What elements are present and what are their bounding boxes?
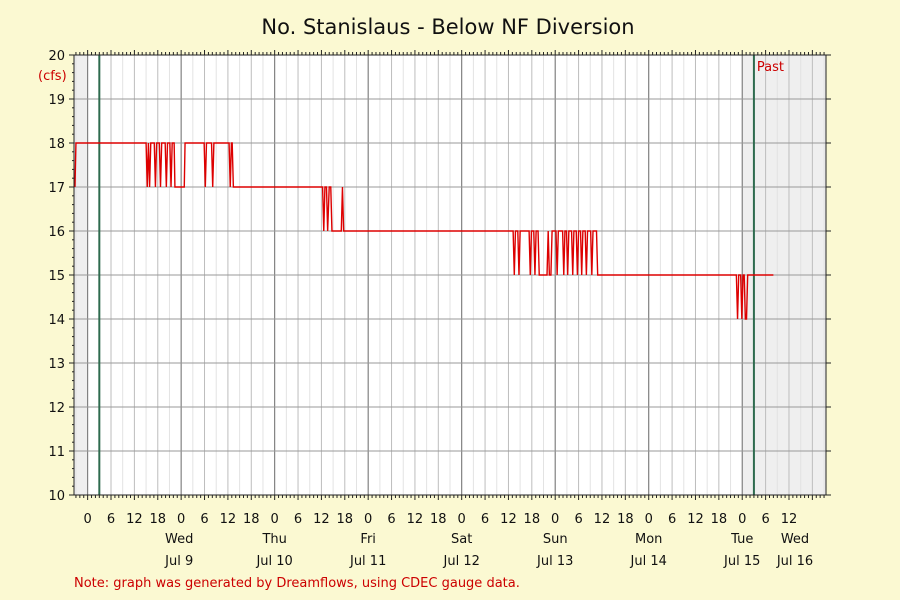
footer-note: Note: graph was generated by Dreamflows,… <box>74 576 520 591</box>
y-tick-label: 12 <box>48 401 65 416</box>
y-tick-label: 10 <box>48 489 65 504</box>
x-tick-label: 0 <box>645 512 653 527</box>
x-date-label: Jul 16 <box>776 554 813 569</box>
x-weekday-label: Tue <box>730 532 753 547</box>
y-tick-label: 11 <box>48 445 65 460</box>
y-tick-label: 15 <box>48 269 65 284</box>
x-tick-label: 12 <box>594 512 611 527</box>
x-tick-label: 0 <box>271 512 279 527</box>
x-tick-label: 0 <box>551 512 559 527</box>
x-tick-label: 12 <box>313 512 330 527</box>
y-tick-label: 13 <box>48 357 65 372</box>
x-weekday-label: Sat <box>451 532 472 547</box>
y-tick-label: 16 <box>48 225 65 240</box>
x-date-label: Jul 13 <box>536 554 573 569</box>
x-weekday-label: Fri <box>360 532 376 547</box>
x-tick-label: 18 <box>149 512 166 527</box>
y-tick-label: 19 <box>48 93 65 108</box>
x-tick-label: 18 <box>617 512 634 527</box>
series-layer <box>74 142 774 320</box>
x-tick-label: 6 <box>107 512 115 527</box>
x-date-label: Jul 10 <box>255 554 292 569</box>
past-label: Past <box>757 60 784 75</box>
x-tick-label: 12 <box>220 512 237 527</box>
x-tick-label: 6 <box>481 512 489 527</box>
x-tick-label: 18 <box>524 512 541 527</box>
x-weekday-label: Mon <box>635 532 662 547</box>
series-line <box>74 142 774 320</box>
x-tick-label: 12 <box>407 512 424 527</box>
y-tick-label: 20 <box>48 49 65 64</box>
x-tick-label: 6 <box>574 512 582 527</box>
x-tick-label: 12 <box>500 512 517 527</box>
x-tick-label: 12 <box>687 512 704 527</box>
x-tick-label: 0 <box>364 512 372 527</box>
y-axis-unit: (cfs) <box>38 69 67 84</box>
x-weekday-label: Wed <box>781 532 809 547</box>
x-tick-label: 12 <box>126 512 143 527</box>
x-tick-label: 0 <box>177 512 185 527</box>
y-tick-label: 18 <box>48 137 65 152</box>
y-tick-label: 17 <box>48 181 65 196</box>
x-tick-label: 6 <box>668 512 676 527</box>
x-tick-label: 6 <box>200 512 208 527</box>
x-date-label: Jul 11 <box>349 554 386 569</box>
x-date-label: Jul 14 <box>630 554 667 569</box>
x-tick-label: 12 <box>781 512 798 527</box>
y-tick-label: 14 <box>48 313 65 328</box>
x-weekday-label: Wed <box>165 532 193 547</box>
x-tick-label: 6 <box>387 512 395 527</box>
x-tick-label: 18 <box>337 512 354 527</box>
x-tick-label: 0 <box>83 512 91 527</box>
x-tick-label: 6 <box>761 512 769 527</box>
x-tick-label: 18 <box>243 512 260 527</box>
x-tick-label: 6 <box>294 512 302 527</box>
x-weekday-label: Sun <box>543 532 568 547</box>
x-tick-label: 0 <box>738 512 746 527</box>
x-date-label: Jul 9 <box>164 554 193 569</box>
chart-title: No. Stanislaus - Below NF Diversion <box>261 15 634 39</box>
x-tick-label: 18 <box>711 512 728 527</box>
x-date-label: Jul 15 <box>723 554 760 569</box>
x-date-label: Jul 12 <box>443 554 480 569</box>
x-tick-label: 0 <box>458 512 466 527</box>
x-weekday-label: Thu <box>261 532 286 547</box>
x-tick-label: 18 <box>430 512 447 527</box>
